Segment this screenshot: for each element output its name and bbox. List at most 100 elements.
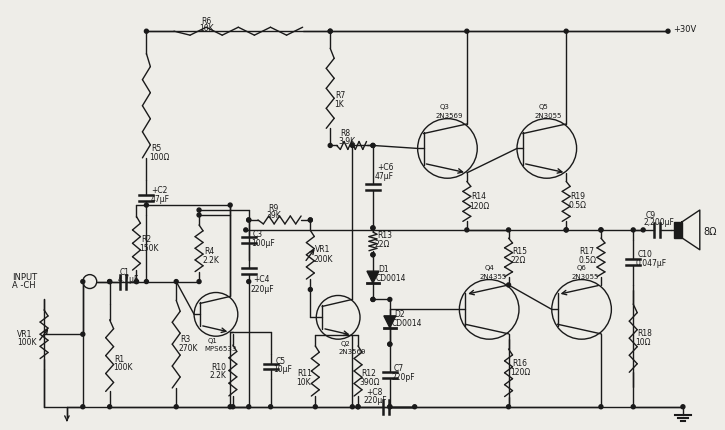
Text: 0.5Ω: 0.5Ω bbox=[568, 200, 587, 209]
Text: 100K: 100K bbox=[17, 338, 37, 347]
Circle shape bbox=[247, 280, 251, 283]
Text: 200K: 200K bbox=[313, 255, 333, 264]
Circle shape bbox=[564, 29, 568, 33]
Text: R9: R9 bbox=[268, 203, 279, 212]
Text: 100Ω: 100Ω bbox=[149, 153, 170, 162]
Circle shape bbox=[228, 405, 232, 409]
Circle shape bbox=[313, 405, 318, 409]
Text: 4.7μF: 4.7μF bbox=[117, 275, 139, 284]
Circle shape bbox=[107, 280, 112, 283]
Polygon shape bbox=[384, 316, 396, 328]
Circle shape bbox=[388, 298, 392, 301]
Circle shape bbox=[388, 405, 392, 409]
Text: R11: R11 bbox=[297, 369, 312, 378]
Text: CD0014: CD0014 bbox=[392, 319, 422, 328]
Circle shape bbox=[247, 218, 251, 222]
Circle shape bbox=[371, 226, 375, 230]
Text: 270K: 270K bbox=[178, 344, 198, 353]
Circle shape bbox=[599, 228, 603, 232]
Text: R13: R13 bbox=[377, 231, 392, 240]
Text: R7: R7 bbox=[335, 91, 345, 100]
Text: 120Ω: 120Ω bbox=[469, 202, 489, 211]
Circle shape bbox=[641, 228, 645, 232]
Text: 220pF: 220pF bbox=[392, 373, 415, 382]
Text: R18: R18 bbox=[637, 329, 652, 338]
Circle shape bbox=[564, 228, 568, 232]
Circle shape bbox=[371, 144, 375, 147]
Circle shape bbox=[666, 29, 670, 33]
Text: Q2: Q2 bbox=[340, 341, 350, 347]
Text: R4: R4 bbox=[204, 247, 215, 256]
Text: 2.2K: 2.2K bbox=[202, 256, 219, 265]
Circle shape bbox=[134, 280, 138, 283]
Text: Q6: Q6 bbox=[576, 264, 587, 270]
Circle shape bbox=[564, 228, 568, 232]
Text: C7: C7 bbox=[394, 365, 404, 374]
Text: VR1: VR1 bbox=[17, 330, 33, 339]
Circle shape bbox=[174, 280, 178, 283]
Circle shape bbox=[507, 228, 510, 232]
Text: R10: R10 bbox=[211, 362, 226, 372]
Circle shape bbox=[144, 280, 149, 283]
Circle shape bbox=[197, 280, 201, 283]
Text: 220μF: 220μF bbox=[251, 285, 274, 294]
Text: +C2: +C2 bbox=[152, 186, 167, 195]
Circle shape bbox=[631, 405, 635, 409]
Text: 390Ω: 390Ω bbox=[359, 378, 379, 387]
Circle shape bbox=[371, 226, 375, 230]
Text: Q4: Q4 bbox=[484, 264, 494, 270]
Text: R12: R12 bbox=[361, 369, 376, 378]
Circle shape bbox=[328, 29, 332, 33]
Text: 0.5Ω: 0.5Ω bbox=[578, 256, 596, 265]
Text: Q3: Q3 bbox=[439, 104, 450, 110]
Text: 10Ω: 10Ω bbox=[635, 338, 651, 347]
Circle shape bbox=[507, 283, 510, 287]
Text: +30V: +30V bbox=[673, 25, 696, 34]
Circle shape bbox=[308, 218, 312, 222]
Circle shape bbox=[80, 332, 85, 336]
Circle shape bbox=[144, 203, 149, 207]
Text: 120Ω: 120Ω bbox=[510, 368, 531, 377]
Circle shape bbox=[107, 280, 112, 283]
Circle shape bbox=[268, 405, 273, 409]
Text: +C8: +C8 bbox=[366, 388, 382, 397]
Text: 100K: 100K bbox=[114, 362, 133, 372]
Text: 2N3569: 2N3569 bbox=[436, 113, 463, 119]
Circle shape bbox=[350, 405, 355, 409]
Text: 22Ω: 22Ω bbox=[510, 256, 526, 265]
Text: R2: R2 bbox=[141, 235, 152, 244]
Text: R5: R5 bbox=[152, 144, 162, 153]
Text: 47μF: 47μF bbox=[150, 195, 170, 203]
Circle shape bbox=[681, 405, 685, 409]
Text: D2: D2 bbox=[394, 310, 405, 319]
Text: 8Ω: 8Ω bbox=[704, 227, 717, 237]
Text: C3: C3 bbox=[253, 230, 263, 240]
Circle shape bbox=[197, 213, 201, 217]
Text: R6: R6 bbox=[201, 17, 211, 26]
Text: C10: C10 bbox=[637, 250, 652, 259]
Text: R1: R1 bbox=[115, 355, 125, 363]
Text: 39K: 39K bbox=[267, 211, 281, 219]
Text: 2N4355: 2N4355 bbox=[479, 273, 507, 280]
Text: 3.9K: 3.9K bbox=[338, 137, 355, 146]
Text: 2N3055: 2N3055 bbox=[535, 113, 563, 119]
Circle shape bbox=[356, 405, 360, 409]
Text: 2.2K: 2.2K bbox=[210, 372, 227, 381]
Text: 2,200μF: 2,200μF bbox=[643, 218, 674, 227]
Text: R3: R3 bbox=[181, 335, 191, 344]
Text: 1K: 1K bbox=[334, 100, 344, 109]
Text: R8: R8 bbox=[340, 129, 350, 138]
Circle shape bbox=[197, 208, 201, 212]
Text: +C6: +C6 bbox=[377, 163, 394, 172]
Circle shape bbox=[134, 280, 138, 283]
Text: A -CH: A -CH bbox=[12, 281, 36, 290]
Circle shape bbox=[144, 29, 149, 33]
Circle shape bbox=[388, 342, 392, 346]
Circle shape bbox=[599, 228, 603, 232]
Text: C5: C5 bbox=[276, 356, 286, 366]
Circle shape bbox=[80, 405, 85, 409]
Text: INPUT: INPUT bbox=[12, 273, 38, 282]
Circle shape bbox=[356, 405, 360, 409]
Circle shape bbox=[350, 144, 355, 147]
Text: Q5: Q5 bbox=[539, 104, 549, 110]
